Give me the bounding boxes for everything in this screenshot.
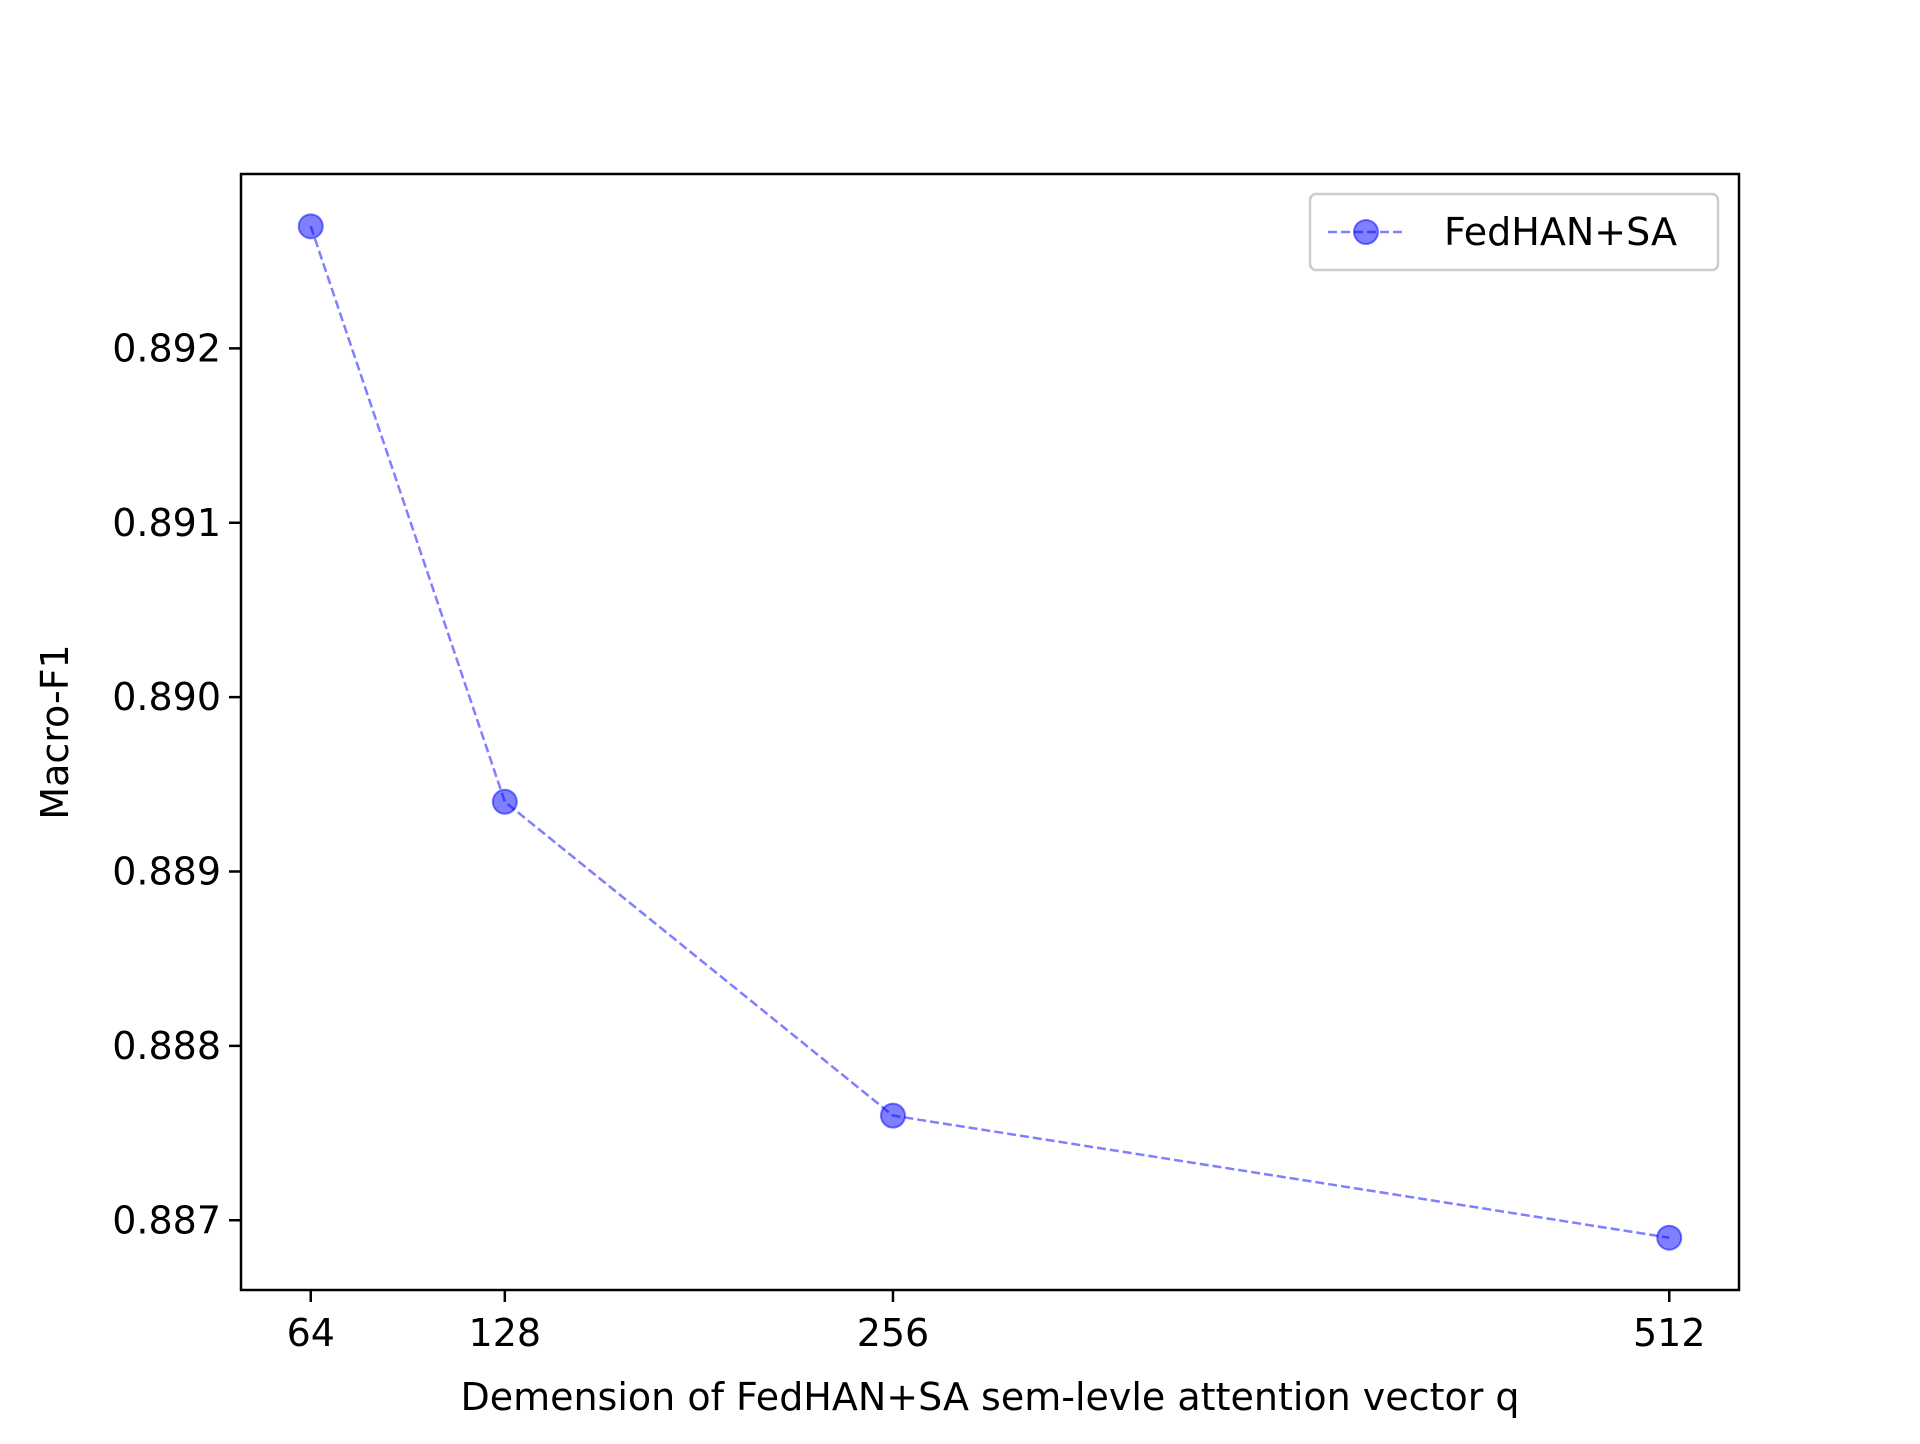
plot-area-frame (239, 172, 1741, 1292)
y-tick-label: 0.890 (112, 675, 221, 719)
y-axis-label: Macro-F1 (33, 644, 77, 819)
y-tick-label: 0.888 (112, 1024, 221, 1068)
data-point (1656, 1224, 1683, 1251)
x-tick-label: 64 (287, 1311, 335, 1355)
x-axis-ticks: 64 128 256 512 (287, 1290, 1706, 1355)
legend-box (1308, 192, 1720, 272)
y-tick-label: 0.892 (112, 326, 221, 370)
data-point (297, 213, 324, 240)
legend-label: FedHAN+SA (1444, 210, 1677, 254)
x-tick-label: 256 (857, 1311, 930, 1355)
x-tick-label: 128 (469, 1311, 542, 1355)
legend: FedHAN+SA (1308, 192, 1720, 272)
series-line (309, 225, 1670, 1239)
y-tick-label: 0.887 (112, 1198, 221, 1242)
x-axis-label: Demension of FedHAN+SA sem-levle attenti… (460, 1375, 1519, 1419)
data-point (879, 1102, 906, 1129)
data-point (491, 788, 518, 815)
y-tick-label: 0.891 (112, 501, 221, 545)
x-tick-label: 512 (1633, 1311, 1706, 1355)
series-layer (297, 213, 1683, 1251)
y-tick-label: 0.889 (112, 850, 221, 894)
y-axis-ticks: 0.887 0.888 0.889 0.890 0.891 0.892 (112, 326, 241, 1242)
legend-marker-sample (1353, 219, 1379, 245)
